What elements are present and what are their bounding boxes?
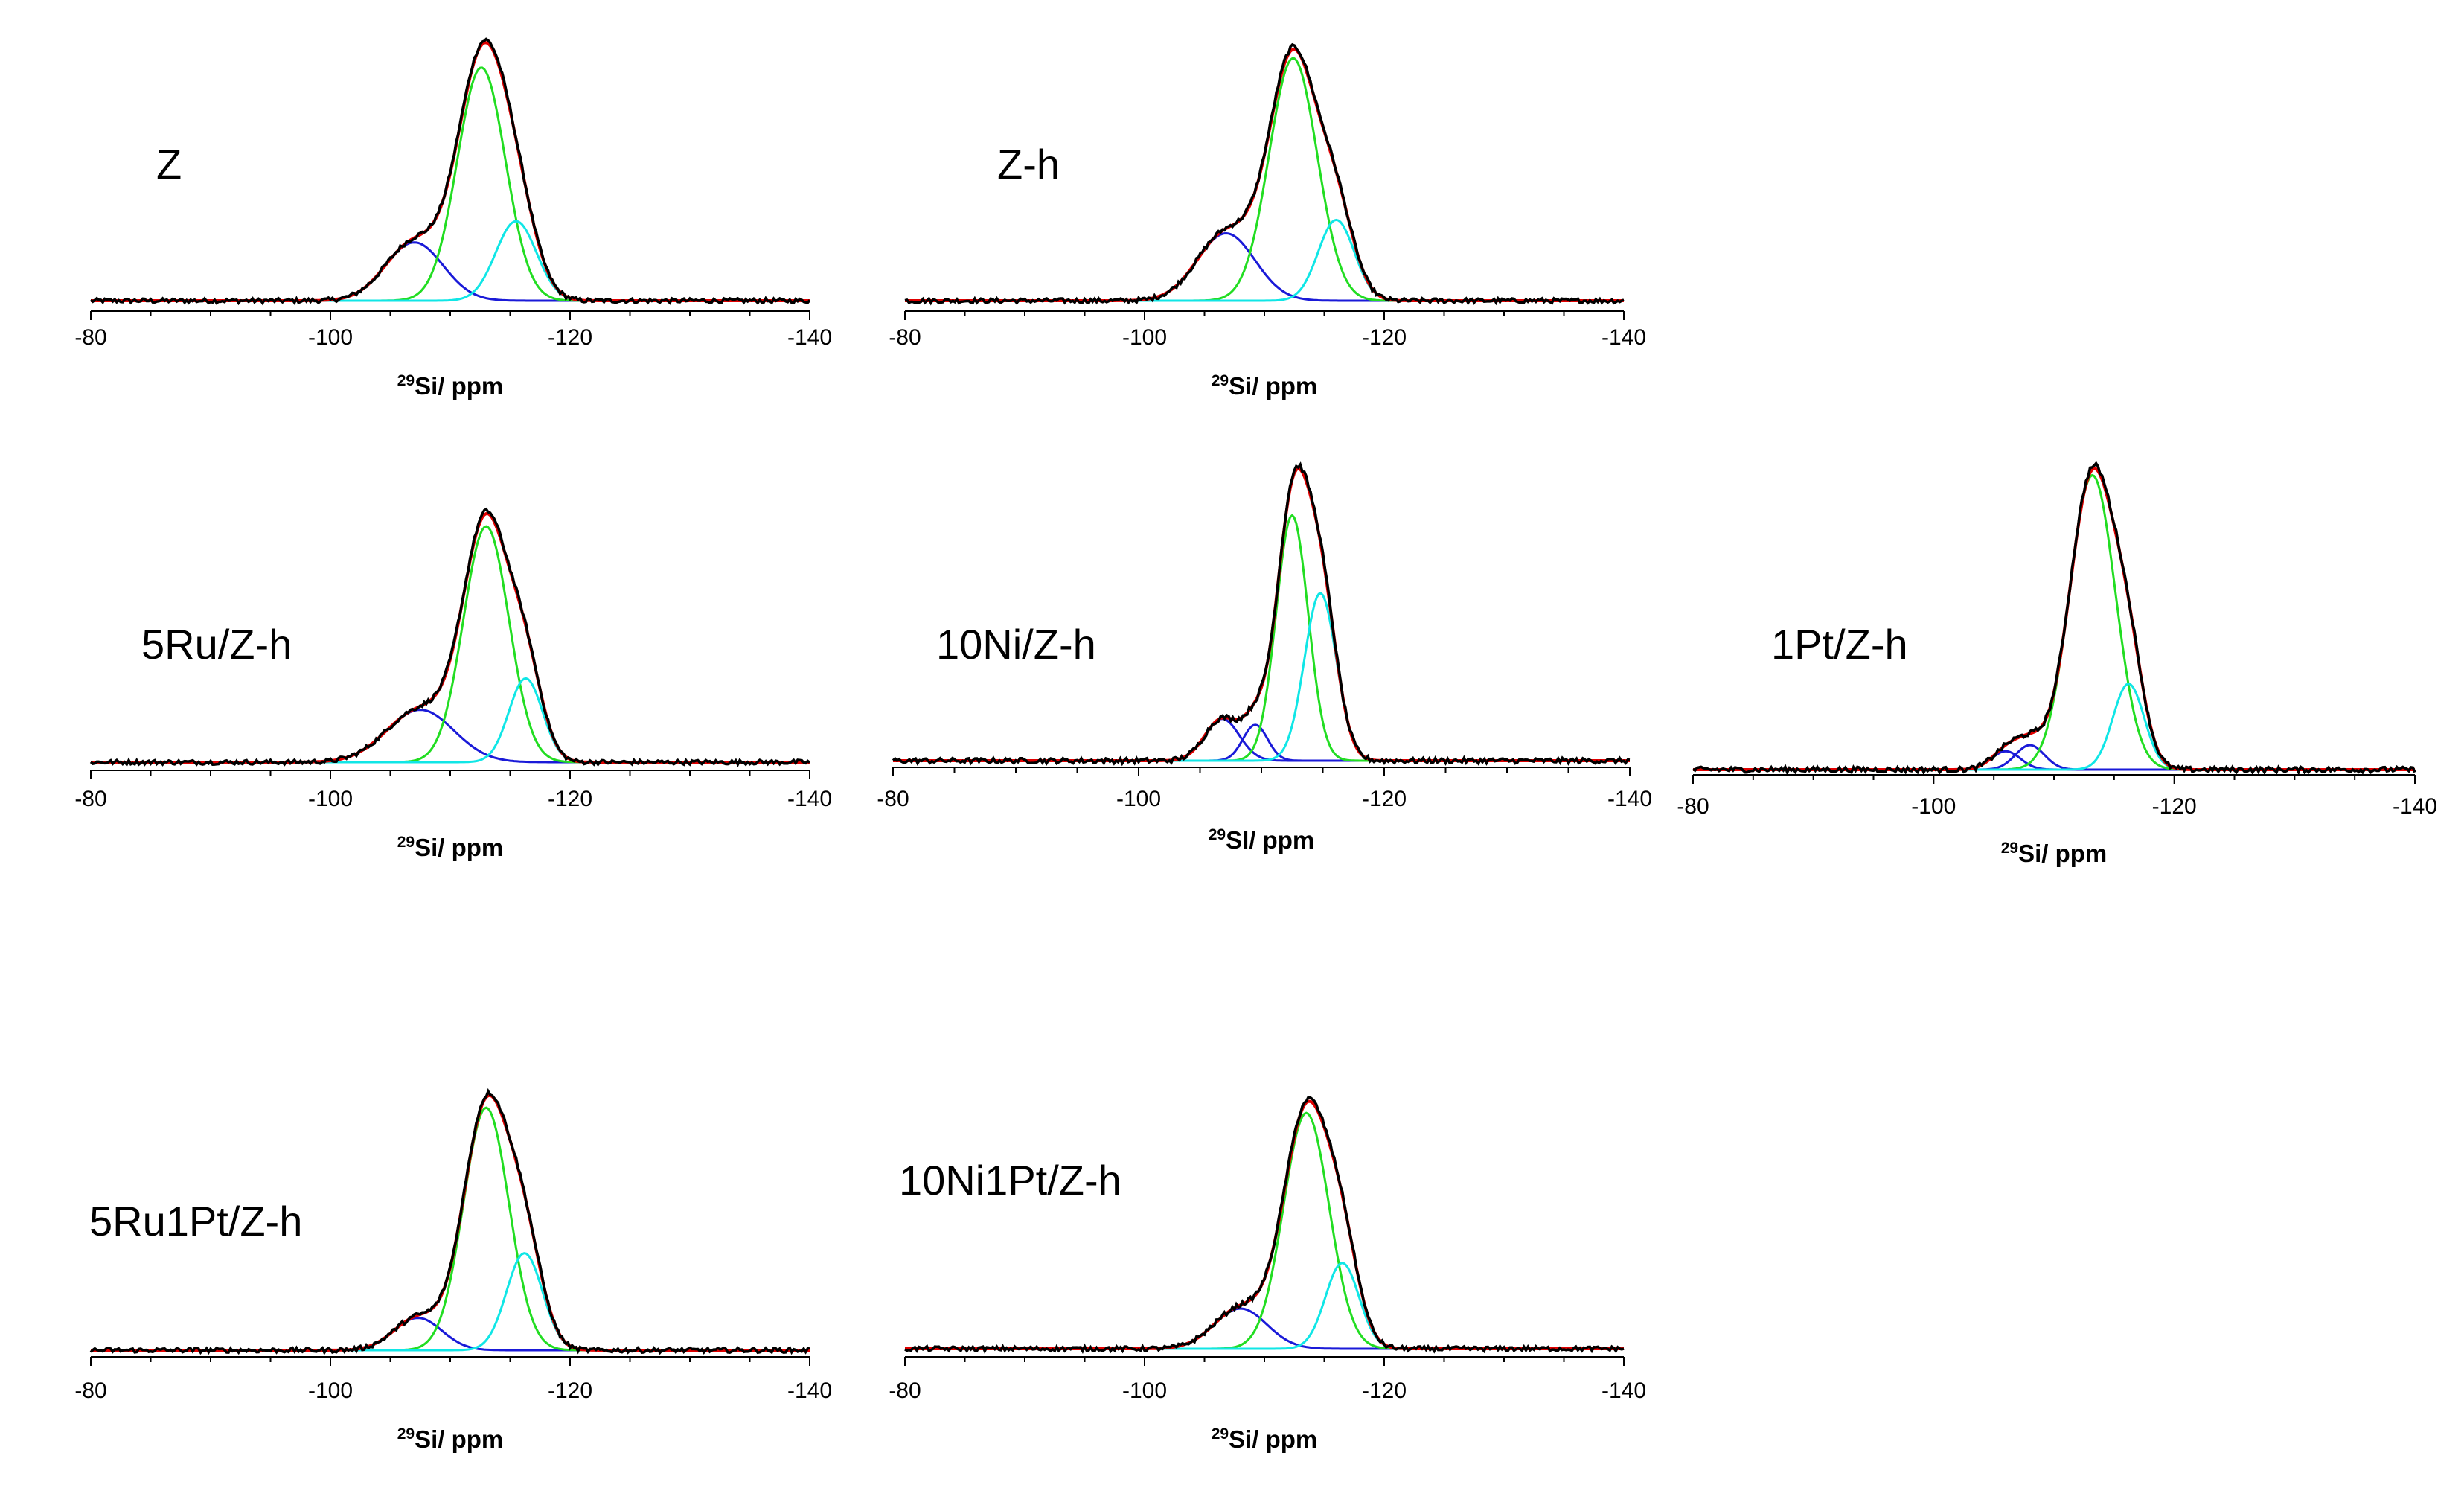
x-tick-label: -100 <box>308 325 353 350</box>
x-axis-title-text: Si/ ppm <box>415 1425 503 1453</box>
fit-component-q4b <box>893 592 1630 762</box>
x-tick-label: -80 <box>1677 794 1709 819</box>
spectrum-panel-3: -80 -100 -120 -140 29Si/ ppm 5Ru/Z-h <box>74 507 832 861</box>
x-axis-title: 29Si/ ppm <box>2001 840 2108 867</box>
x-tick-label: -140 <box>1601 1379 1646 1403</box>
x-tick-label: -140 <box>787 325 832 350</box>
x-axis-title: 29Si/ ppm <box>1212 1425 1318 1453</box>
x-axis-title-text: Si/ ppm <box>2018 840 2107 867</box>
x-axis-title: 29Si/ ppm <box>397 834 504 861</box>
x-tick-label: -100 <box>1122 325 1167 350</box>
x-tick-label: -80 <box>889 1379 921 1403</box>
x-tick-label: -120 <box>1362 787 1407 811</box>
x-tick-label: -140 <box>2393 794 2437 819</box>
x-axis-title-superscript: 29 <box>397 372 415 389</box>
x-tick-label: -140 <box>787 787 832 811</box>
x-tick-label: -80 <box>877 787 909 811</box>
x-axis-title-superscript: 29 <box>1212 1425 1229 1443</box>
x-tick-label: -80 <box>889 325 921 350</box>
x-tick-label: -140 <box>1601 325 1646 350</box>
fit-component-q3b <box>1693 744 2415 771</box>
x-axis-title-superscript: 29 <box>1212 372 1229 389</box>
x-axis-title-text: Si/ ppm <box>1229 372 1317 400</box>
fit-component-q3b <box>893 723 1630 762</box>
panel-label: 10Ni/Z-h <box>936 621 1096 668</box>
experimental-spectrum-line <box>89 1087 810 1355</box>
panel-label: 5Ru1Pt/Z-h <box>89 1198 302 1245</box>
x-tick-label: -80 <box>74 787 106 811</box>
x-tick-label: -140 <box>1607 787 1652 811</box>
fit-component-q3 <box>905 231 1624 302</box>
x-tick-label: -120 <box>2152 794 2197 819</box>
experimental-spectrum-line <box>904 1096 1625 1355</box>
x-axis-title-text: SI/ ppm <box>1226 826 1314 854</box>
x-tick-label: -80 <box>74 325 106 350</box>
spectrum-panel-6: -80 -100 -120 -140 29Si/ ppm 5Ru1Pt/Z-h <box>74 1087 832 1453</box>
fit-component-q4a <box>91 66 810 302</box>
x-tick-label: -120 <box>548 325 592 350</box>
x-tick-label: -120 <box>1362 1379 1407 1403</box>
x-tick-label: -80 <box>74 1379 106 1403</box>
fit-sum-line <box>1693 467 2415 771</box>
experimental-spectrum-line <box>89 507 811 767</box>
fit-component-q4b <box>905 218 1624 302</box>
fit-component-q4a <box>905 1111 1624 1350</box>
x-axis-title: 29Si/ ppm <box>1212 372 1318 400</box>
x-axis-title: 29Si/ ppm <box>397 372 504 400</box>
experimental-spectrum-line <box>1692 461 2416 776</box>
x-axis-title: 29SI/ ppm <box>1209 826 1315 854</box>
spectrum-panel-5: -80 -100 -120 -140 29Si/ ppm 1Pt/Z-h <box>1677 461 2437 867</box>
x-axis-title-superscript: 29 <box>1209 826 1226 843</box>
x-tick-label: -100 <box>308 1379 353 1403</box>
panel-label: Z-h <box>997 141 1060 188</box>
x-tick-label: -120 <box>1362 325 1407 350</box>
experimental-spectrum-line <box>904 42 1625 306</box>
experimental-spectrum-line <box>89 37 811 306</box>
panel-label: Z <box>156 141 182 188</box>
fit-component-q4b <box>91 220 810 302</box>
panel-label: 5Ru/Z-h <box>141 621 292 668</box>
fit-component-q3 <box>905 1307 1624 1350</box>
x-tick-label: -120 <box>548 787 592 811</box>
x-tick-label: -100 <box>308 787 353 811</box>
fit-component-q3 <box>91 1317 810 1352</box>
x-axis-title-superscript: 29 <box>397 1425 415 1443</box>
spectrum-panel-1: -80 -100 -120 -140 29Si/ ppm Z <box>74 37 832 400</box>
fit-component-q3 <box>91 241 810 302</box>
spectrum-panel-7: -80 -100 -120 -140 29Si/ ppm 10Ni1Pt/Z-h <box>889 1096 1646 1453</box>
x-tick-label: -100 <box>1911 794 1956 819</box>
x-axis-title-text: Si/ ppm <box>1229 1425 1317 1453</box>
x-axis-title-text: Si/ ppm <box>415 834 503 861</box>
fit-sum-line <box>905 1099 1624 1350</box>
spectrum-panel-4: -80 -100 -120 -140 29SI/ ppm 10Ni/Z-h <box>877 461 1652 854</box>
x-axis-title: 29Si/ ppm <box>397 1425 504 1453</box>
x-tick-label: -120 <box>548 1379 592 1403</box>
fit-component-q3a <box>1693 750 2415 771</box>
fit-component-q3 <box>91 709 810 764</box>
x-axis-title-text: Si/ ppm <box>415 372 503 400</box>
spectrum-panel-2: -80 -100 -120 -140 29Si/ ppm Z-h <box>889 42 1646 400</box>
x-tick-label: -100 <box>1122 1379 1167 1403</box>
experimental-spectrum-line <box>892 461 1631 767</box>
x-tick-label: -100 <box>1116 787 1161 811</box>
x-axis-title-superscript: 29 <box>2001 840 2018 857</box>
panel-label: 10Ni1Pt/Z-h <box>899 1157 1121 1204</box>
x-tick-label: -140 <box>787 1379 832 1403</box>
panel-label: 1Pt/Z-h <box>1771 621 1908 668</box>
x-axis-title-superscript: 29 <box>397 834 415 851</box>
